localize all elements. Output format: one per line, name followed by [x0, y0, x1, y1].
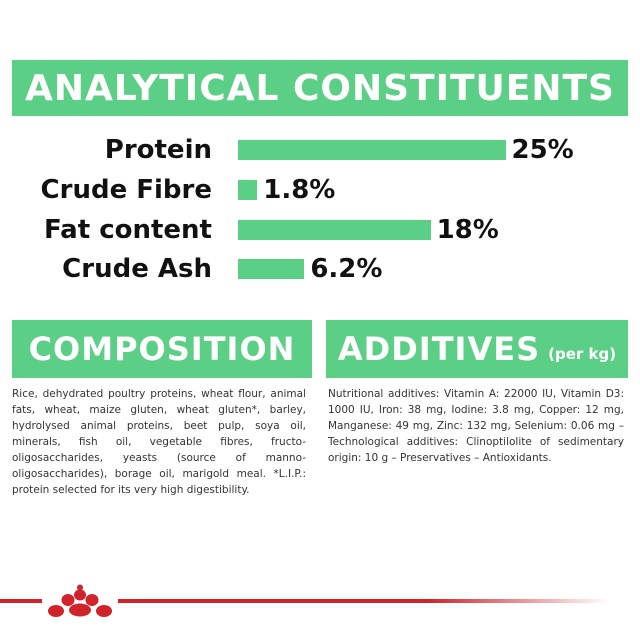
- additives-text: Nutritional additives: Vitamin A: 22000 …: [328, 388, 624, 464]
- composition-text: Rice, dehydrated poultry proteins, wheat…: [12, 388, 306, 496]
- constituent-label-protein: Protein: [104, 135, 212, 165]
- constituent-label-fat-content: Fat content: [43, 215, 212, 245]
- constituent-bar-fat-content: [238, 220, 431, 240]
- composition-title: COMPOSITION: [28, 330, 296, 368]
- royal-canin-crown-icon: [42, 584, 118, 620]
- additives-title: ADDITIVES: [337, 330, 541, 368]
- constituent-label-crude-fibre: Crude Fibre: [40, 175, 212, 205]
- footer-red-line: [0, 599, 610, 603]
- analytical-constituents-title: ANALYTICAL CONSTITUENTS: [25, 67, 615, 109]
- constituent-label-crude-ash: Crude Ash: [62, 254, 212, 284]
- constituent-bar-crude-fibre: [238, 180, 258, 200]
- composition-banner: COMPOSITION: [12, 320, 312, 378]
- additives-banner: ADDITIVES (per kg): [326, 320, 628, 378]
- constituent-value-protein: 25%: [511, 135, 574, 165]
- additives-subtitle: (per kg): [548, 345, 617, 363]
- constituent-bar-protein: [238, 140, 506, 160]
- constituent-bar-crude-ash: [238, 259, 305, 279]
- constituent-value-fat-content: 18%: [436, 215, 499, 245]
- constituent-value-crude-fibre: 1.8%: [263, 175, 336, 205]
- constituent-value-crude-ash: 6.2%: [310, 254, 383, 284]
- analytical-constituents-banner: ANALYTICAL CONSTITUENTS: [12, 60, 628, 116]
